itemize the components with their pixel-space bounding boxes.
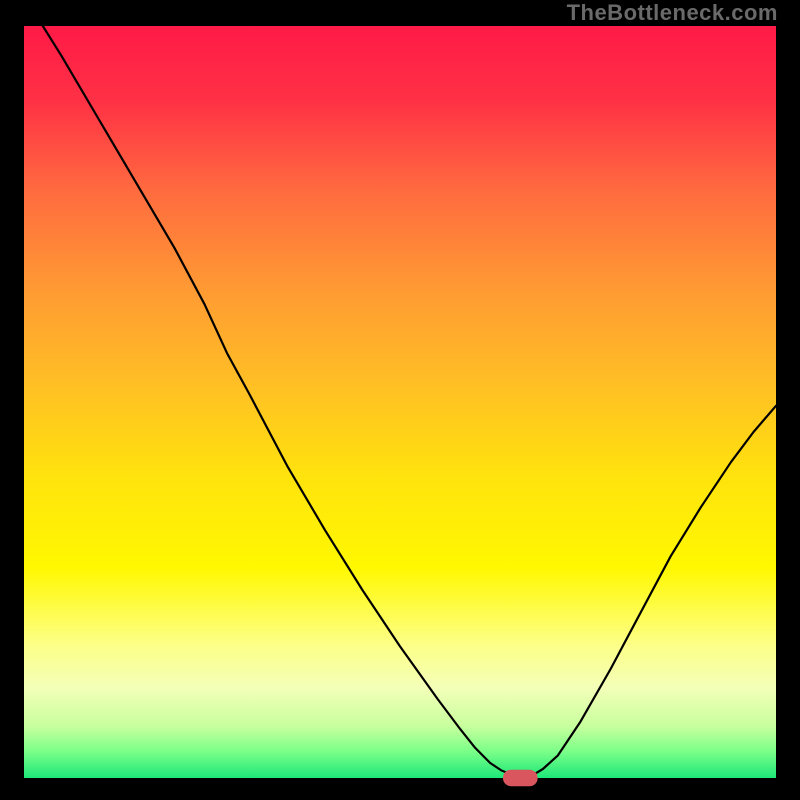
plot-background bbox=[24, 26, 776, 778]
optimal-marker bbox=[503, 770, 538, 787]
bottleneck-chart bbox=[0, 0, 800, 800]
chart-frame: TheBottleneck.com bbox=[0, 0, 800, 800]
watermark-label: TheBottleneck.com bbox=[567, 0, 778, 26]
